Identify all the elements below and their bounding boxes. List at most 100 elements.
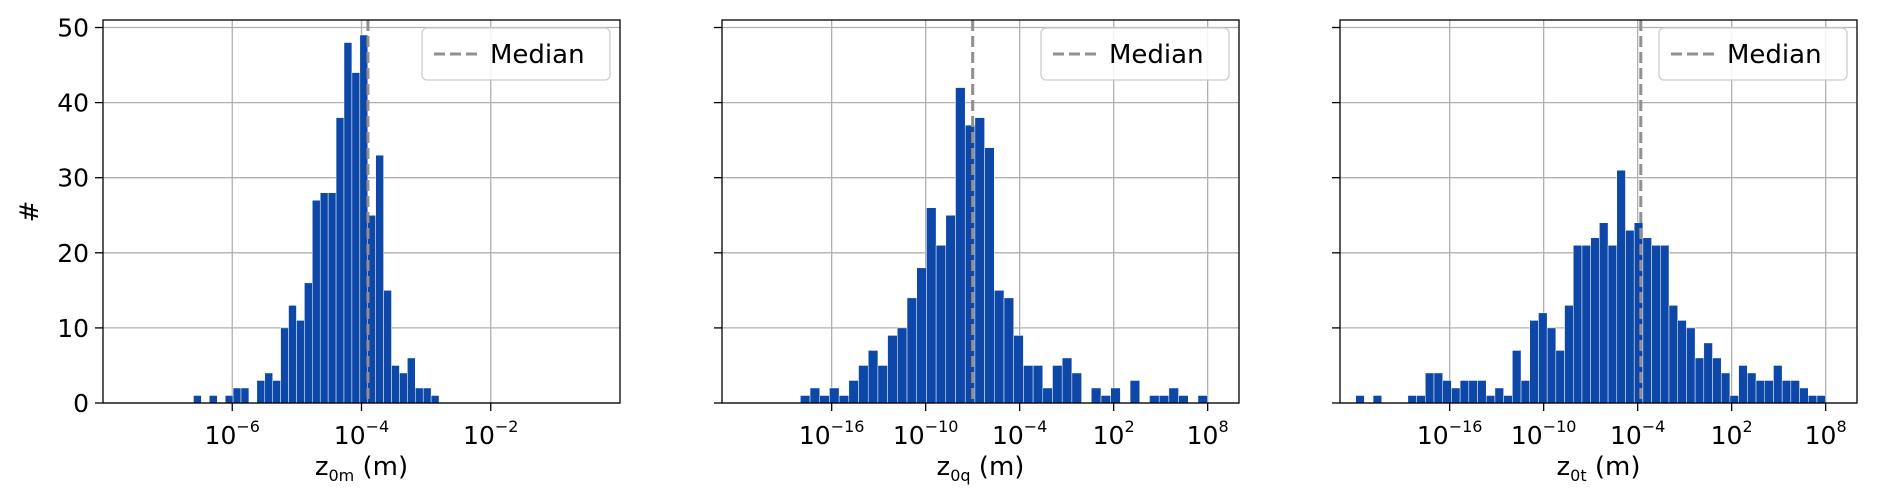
panel-z0q: 10−16 10−10 10−4 102 108 z0q (m) Median — [714, 19, 1240, 485]
histogram-bar — [1607, 245, 1618, 404]
histogram-bar — [1599, 222, 1609, 404]
histogram-bar — [1433, 372, 1443, 404]
histogram-bar — [1032, 365, 1044, 404]
x-tick-label: 102 — [1711, 417, 1753, 450]
y-tick-label: 0 — [73, 389, 89, 418]
histogram-bar — [1042, 387, 1053, 404]
histogram-bar — [1625, 230, 1635, 404]
histogram-bar — [296, 320, 305, 404]
histogram-bar — [1178, 395, 1189, 404]
y-tick-label: 50 — [57, 14, 89, 43]
histogram-bar — [897, 327, 908, 404]
legend-label: Median — [490, 40, 585, 70]
x-tick-label: 10−16 — [799, 417, 865, 450]
x-tick-label: 10−6 — [205, 417, 260, 450]
histogram-bar — [1712, 357, 1722, 404]
histogram-bar — [829, 387, 840, 404]
histogram-bar — [926, 207, 937, 404]
histogram-bar — [1755, 380, 1765, 404]
histogram-bar — [1023, 365, 1034, 404]
histogram-bar — [319, 192, 329, 404]
histogram-bar — [819, 395, 830, 404]
x-tick-label: 10−16 — [1417, 417, 1483, 450]
histogram-bar — [280, 327, 289, 404]
histogram-bar — [1538, 312, 1548, 404]
histogram-bar — [877, 365, 888, 404]
histogram-bar — [1808, 395, 1818, 404]
histogram-bar — [935, 245, 947, 404]
histogram-bar — [272, 380, 281, 404]
histogram-bar — [1052, 365, 1063, 404]
histogram-bar — [1616, 169, 1626, 404]
histogram-bar — [1158, 395, 1170, 404]
histogram-bar — [1555, 350, 1565, 404]
histogram-bar — [974, 117, 985, 404]
histogram-bar — [867, 350, 879, 404]
legend-label: Median — [1109, 40, 1204, 70]
x-tick-label: 108 — [1187, 417, 1229, 450]
histogram-bar — [256, 380, 266, 404]
x-tick-label: 10−4 — [1610, 417, 1665, 450]
axes-frame — [1339, 19, 1858, 404]
histogram-bar — [1546, 327, 1557, 404]
histogram-bar — [304, 282, 313, 404]
axes-frame — [721, 19, 1240, 404]
histogram-bar — [1512, 350, 1522, 404]
histogram-bar — [193, 395, 202, 404]
histogram-bar — [240, 387, 250, 404]
histogram-bar — [1451, 387, 1461, 404]
histogram-bar — [1425, 372, 1435, 404]
histogram-bar — [1747, 372, 1757, 404]
y-axis-label: # — [15, 201, 45, 223]
panel-z0m: 0 10 20 30 40 50 10−6 10−4 10−2 z0m (m) # Median — [15, 14, 621, 485]
histogram-bar — [1668, 305, 1678, 404]
histogram-bar — [1703, 342, 1713, 404]
histogram-bar — [1003, 297, 1014, 404]
histogram-bar — [1720, 372, 1731, 404]
histogram-bar — [430, 395, 440, 404]
histogram-bar — [1061, 357, 1073, 404]
histogram-bar — [224, 395, 234, 404]
histogram-bar — [1129, 380, 1141, 404]
histogram-bar — [1494, 387, 1504, 404]
histogram-bar — [809, 387, 820, 404]
histogram-bar — [1110, 387, 1121, 404]
histogram-bar — [422, 387, 432, 404]
histogram-bar — [848, 380, 859, 404]
x-tick-label: 108 — [1805, 417, 1847, 450]
histogram-bar — [945, 215, 956, 404]
histogram-bar — [994, 290, 1005, 404]
histogram-bar — [1100, 395, 1111, 404]
histogram-bar — [1660, 245, 1670, 404]
x-tick-label: 10−4 — [334, 417, 389, 450]
x-tick-label: 10−10 — [893, 417, 959, 450]
y-tick-label: 30 — [57, 164, 89, 193]
histogram-bar — [1168, 387, 1179, 404]
histogram-bar — [375, 154, 384, 404]
histogram-bar — [916, 267, 927, 404]
y-tick-label: 40 — [57, 89, 89, 118]
histogram-bar — [335, 117, 345, 404]
histogram-bar — [1564, 305, 1574, 404]
histogram-bar — [1729, 395, 1739, 404]
histogram-bar — [1459, 380, 1470, 404]
histogram-bar — [232, 387, 242, 404]
histogram-bar — [1686, 327, 1696, 404]
x-tick-label: 10−10 — [1511, 417, 1577, 450]
histogram-bar — [383, 290, 392, 404]
histogram-bar — [1799, 387, 1809, 404]
histogram-bar — [407, 357, 416, 404]
histogram-bar — [955, 87, 966, 404]
x-tick-label: 10−2 — [463, 417, 518, 450]
x-axis-label: z0q (m) — [937, 452, 1025, 485]
histogram-bar — [1468, 380, 1478, 404]
histogram-bar — [1091, 387, 1102, 404]
histogram-bar — [838, 395, 850, 404]
histogram-bar — [327, 192, 337, 404]
histogram-bar — [1071, 372, 1082, 404]
histogram-bar — [1590, 237, 1600, 404]
y-tick-label: 10 — [57, 314, 89, 343]
histogram-bar — [984, 147, 995, 404]
histogram-bar — [1642, 237, 1652, 404]
histogram-bar — [1781, 380, 1792, 404]
